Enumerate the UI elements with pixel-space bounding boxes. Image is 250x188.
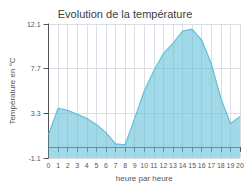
svg-text:6: 6 [104,162,108,169]
svg-text:2: 2 [66,162,70,169]
svg-text:16: 16 [198,162,206,169]
svg-text:10: 10 [140,162,148,169]
svg-text:7: 7 [114,162,118,169]
svg-text:20: 20 [236,162,244,169]
svg-text:4: 4 [85,162,89,169]
svg-text:8: 8 [123,162,127,169]
svg-text:14: 14 [179,162,187,169]
svg-text:0: 0 [47,162,51,169]
svg-text:19: 19 [227,162,235,169]
svg-text:11: 11 [150,162,157,169]
svg-text:13: 13 [169,162,177,169]
svg-text:5: 5 [94,162,98,169]
svg-text:1: 1 [56,162,60,169]
svg-text:12.1: 12.1 [27,21,41,28]
svg-text:15: 15 [188,162,196,169]
svg-text:Température en °C: Température en °C [8,57,17,124]
svg-text:3: 3 [75,162,79,169]
svg-text:18: 18 [217,162,225,169]
svg-text:17: 17 [207,162,215,169]
svg-text:12: 12 [160,162,168,169]
svg-text:3.3: 3.3 [31,110,41,117]
svg-text:heure par heure: heure par heure [116,174,173,183]
svg-text:9: 9 [133,162,137,169]
svg-text:-1.1: -1.1 [28,155,40,162]
svg-text:Evolution de la température: Evolution de la température [58,8,193,20]
svg-text:7.7: 7.7 [31,65,41,72]
